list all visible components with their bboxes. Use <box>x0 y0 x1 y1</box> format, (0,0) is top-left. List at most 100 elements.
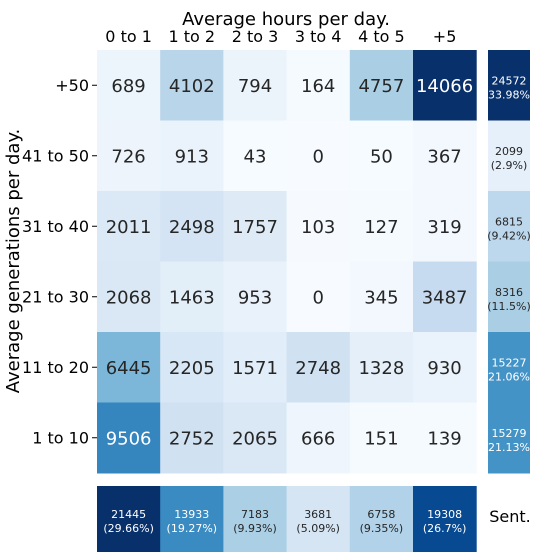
column-total-cell <box>286 486 351 552</box>
heatmap-cell <box>286 191 351 262</box>
cell-value-label: 151 <box>364 428 398 449</box>
heatmap-cell <box>413 261 477 333</box>
x-tick-label: 1 to 2 <box>169 27 216 46</box>
row-total-cells: 24572(33.98%) 2099(2.9%) 6815(9.42%) 8316(1… <box>484 50 535 474</box>
heatmap-cell <box>349 332 414 403</box>
heatmap-cell <box>97 332 161 403</box>
y-axis-title: Average generations per day. <box>3 129 24 394</box>
heatmap-cell <box>160 332 224 403</box>
cell-value-label: 1328 <box>358 358 404 379</box>
y-tick-labels: +50 41 to 50 31 to 40 21 to 30 11 to 20 1 to … <box>22 76 97 447</box>
row-total-value: 24572 <box>492 74 527 87</box>
row-total-percent: (21.13%) <box>484 441 535 454</box>
x-tick-label: 3 to 4 <box>295 27 342 46</box>
cell-value-label: 127 <box>364 217 398 238</box>
row-total-cell <box>488 261 530 333</box>
heatmap-cell <box>160 120 224 192</box>
row-total-cell <box>488 402 530 474</box>
y-tick-label: 21 to 30 <box>22 287 89 306</box>
cell-value-label: 319 <box>427 217 461 238</box>
cell-value-label: 3487 <box>422 287 468 308</box>
x-tick-label: +5 <box>433 27 457 46</box>
cell-value-label: 953 <box>238 287 272 308</box>
heatmap-cells: 689 4102 794 164 4757 14066 726 913 43 0 50 367 2011… <box>97 50 477 474</box>
heatmap-cell <box>413 191 477 262</box>
heatmap-cell <box>97 402 161 474</box>
heatmap-cell <box>286 120 351 192</box>
y-tick-label: 11 to 20 <box>22 358 89 377</box>
cell-value-label: 0 <box>312 146 323 167</box>
y-tick-label: +50 <box>55 76 89 95</box>
row-total-cell <box>488 191 530 262</box>
heatmap-cell <box>286 332 351 403</box>
column-total-cell <box>97 486 161 552</box>
heatmap-cell <box>413 332 477 403</box>
x-tick-label: 2 to 3 <box>232 27 279 46</box>
cell-value-label: 50 <box>370 146 393 167</box>
column-total-value: 13933 <box>174 508 209 521</box>
cell-value-label: 1463 <box>169 287 215 308</box>
cell-value-label: 2205 <box>169 358 215 379</box>
heatmap-cell <box>223 191 288 262</box>
cell-value-label: 14066 <box>416 76 473 97</box>
cell-value-label: 0 <box>312 287 323 308</box>
cell-value-label: 2065 <box>232 428 278 449</box>
cell-value-label: 913 <box>175 146 209 167</box>
cell-value-label: 2068 <box>106 287 152 308</box>
column-total-percent: (19.27%) <box>167 522 218 535</box>
heatmap-cell <box>349 120 414 192</box>
column-total-value: 7183 <box>241 508 269 521</box>
heatmap-cell <box>349 402 414 474</box>
heatmap-cell <box>349 50 414 121</box>
cell-value-label: 726 <box>111 146 145 167</box>
column-total-percent: (9.35%) <box>360 522 404 535</box>
x-tick-label: 4 to 5 <box>358 27 405 46</box>
cell-value-label: 1571 <box>232 358 278 379</box>
heatmap-cell <box>413 120 477 192</box>
heatmap-cell <box>223 332 288 403</box>
heatmap-cell <box>160 191 224 262</box>
row-total-value: 2099 <box>495 145 523 158</box>
row-total-cell <box>488 332 530 403</box>
heatmap-cell <box>160 402 224 474</box>
row-total-cell <box>488 50 530 121</box>
column-total-cell <box>413 486 477 552</box>
x-tick-labels: 0 to 1 1 to 2 2 to 3 3 to 4 4 to 5 +5 <box>105 27 456 46</box>
column-total-cell <box>223 486 288 552</box>
heatmap-cell <box>160 50 224 121</box>
heatmap-cell <box>160 261 224 333</box>
cell-value-label: 2748 <box>295 358 341 379</box>
row-total-value: 6815 <box>495 215 523 228</box>
row-total-value: 15227 <box>492 356 527 369</box>
heatmap-cell <box>97 261 161 333</box>
cell-value-label: 43 <box>244 146 267 167</box>
heatmap-cell <box>97 191 161 262</box>
row-total-percent: (2.9%) <box>491 159 528 172</box>
y-tick-label: 41 to 50 <box>22 146 89 165</box>
cell-value-label: 930 <box>427 358 461 379</box>
row-total-value: 8316 <box>495 286 523 299</box>
x-tick-label: 0 to 1 <box>105 27 152 46</box>
column-total-percent: (5.09%) <box>296 522 340 535</box>
heatmap-cell <box>286 50 351 121</box>
cell-value-label: 4757 <box>358 76 404 97</box>
cell-value-label: 689 <box>111 76 145 97</box>
cell-value-label: 794 <box>238 76 272 97</box>
cell-value-label: 103 <box>301 217 335 238</box>
cell-value-label: 666 <box>301 428 335 449</box>
cell-value-label: 1757 <box>232 217 278 238</box>
column-total-cells: 21445(29.66%) 13933(19.27%) 7183(9.93%) 368… <box>97 486 477 552</box>
cell-value-label: 9506 <box>106 428 152 449</box>
column-total-cell <box>160 486 224 552</box>
corner-label: Sent. <box>489 507 531 526</box>
column-total-value: 6758 <box>367 508 395 521</box>
heatmap-cell <box>97 50 161 121</box>
heatmap-cell <box>97 120 161 192</box>
cell-value-label: 367 <box>427 146 461 167</box>
heatmap-cell <box>286 402 351 474</box>
heatmap-cell <box>349 191 414 262</box>
heatmap-cell <box>413 50 477 121</box>
cell-value-label: 2011 <box>106 217 152 238</box>
